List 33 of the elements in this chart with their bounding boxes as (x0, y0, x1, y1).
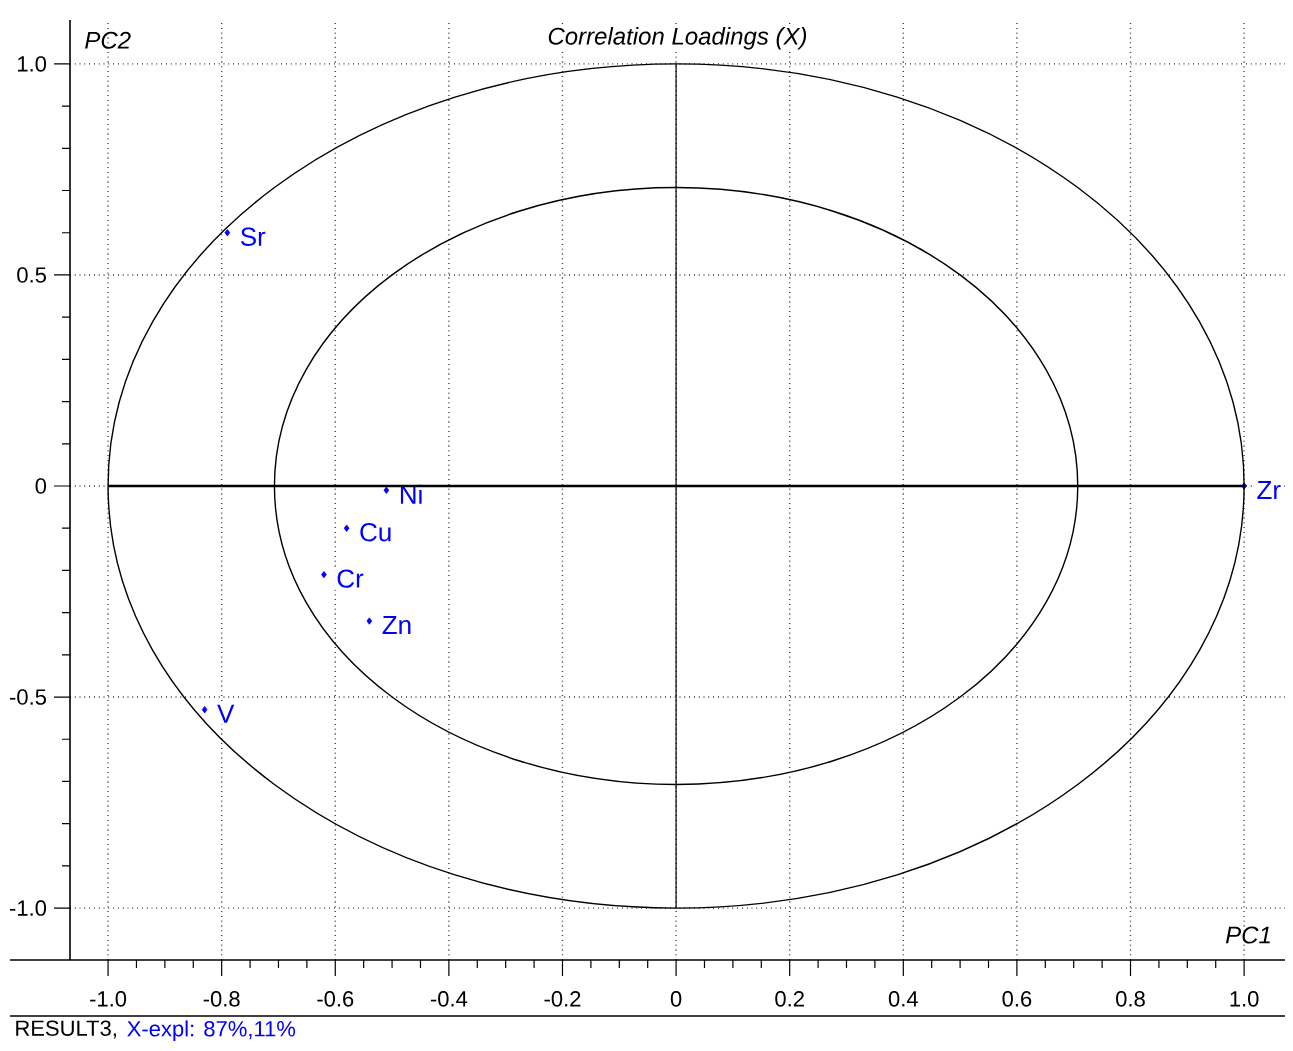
y-tick-label: 0.5 (17, 267, 46, 283)
y-axis-title: PC2 (85, 31, 131, 49)
x-tick-label: -1.0 (90, 991, 127, 1007)
series-label: Sr (240, 227, 266, 246)
x-tick-label: 0.8 (1116, 991, 1145, 1007)
point (366, 617, 373, 625)
x-tick-label: 0.2 (775, 991, 804, 1007)
text: RESULT3, (16, 1020, 116, 1039)
x-tick-label: 1.0 (1230, 991, 1259, 1007)
chart-title: Correlation Loadings (X) (548, 27, 807, 50)
point (201, 706, 208, 714)
y-tick-label: 0 (35, 478, 47, 494)
y-tick-label: 1.0 (18, 56, 47, 72)
x-tick-label: 0.4 (888, 991, 918, 1007)
point (343, 524, 350, 532)
point (383, 486, 390, 494)
y-tick-label: -1.0 (10, 900, 47, 916)
x-tick-label: -0.6 (317, 991, 354, 1007)
x-tick-label: 0 (670, 991, 682, 1007)
series-label: Cr (337, 569, 364, 588)
text: X-expl: 87%,11% (127, 1020, 296, 1041)
series-label: Cu (360, 522, 391, 542)
x-tick-label: -0.4 (430, 991, 468, 1007)
point (224, 229, 231, 237)
x-tick-label: 0.6 (1002, 991, 1032, 1007)
series-label: Zn (382, 616, 411, 634)
x-tick-label: -0.2 (544, 991, 581, 1007)
y-tick-label: -0.5 (10, 689, 46, 705)
series-label: V (217, 704, 235, 723)
x-axis-title: PC1 (1225, 926, 1270, 944)
series-label: Zr (1257, 481, 1281, 499)
x-tick-label: -0.8 (203, 991, 240, 1007)
point (321, 571, 327, 579)
